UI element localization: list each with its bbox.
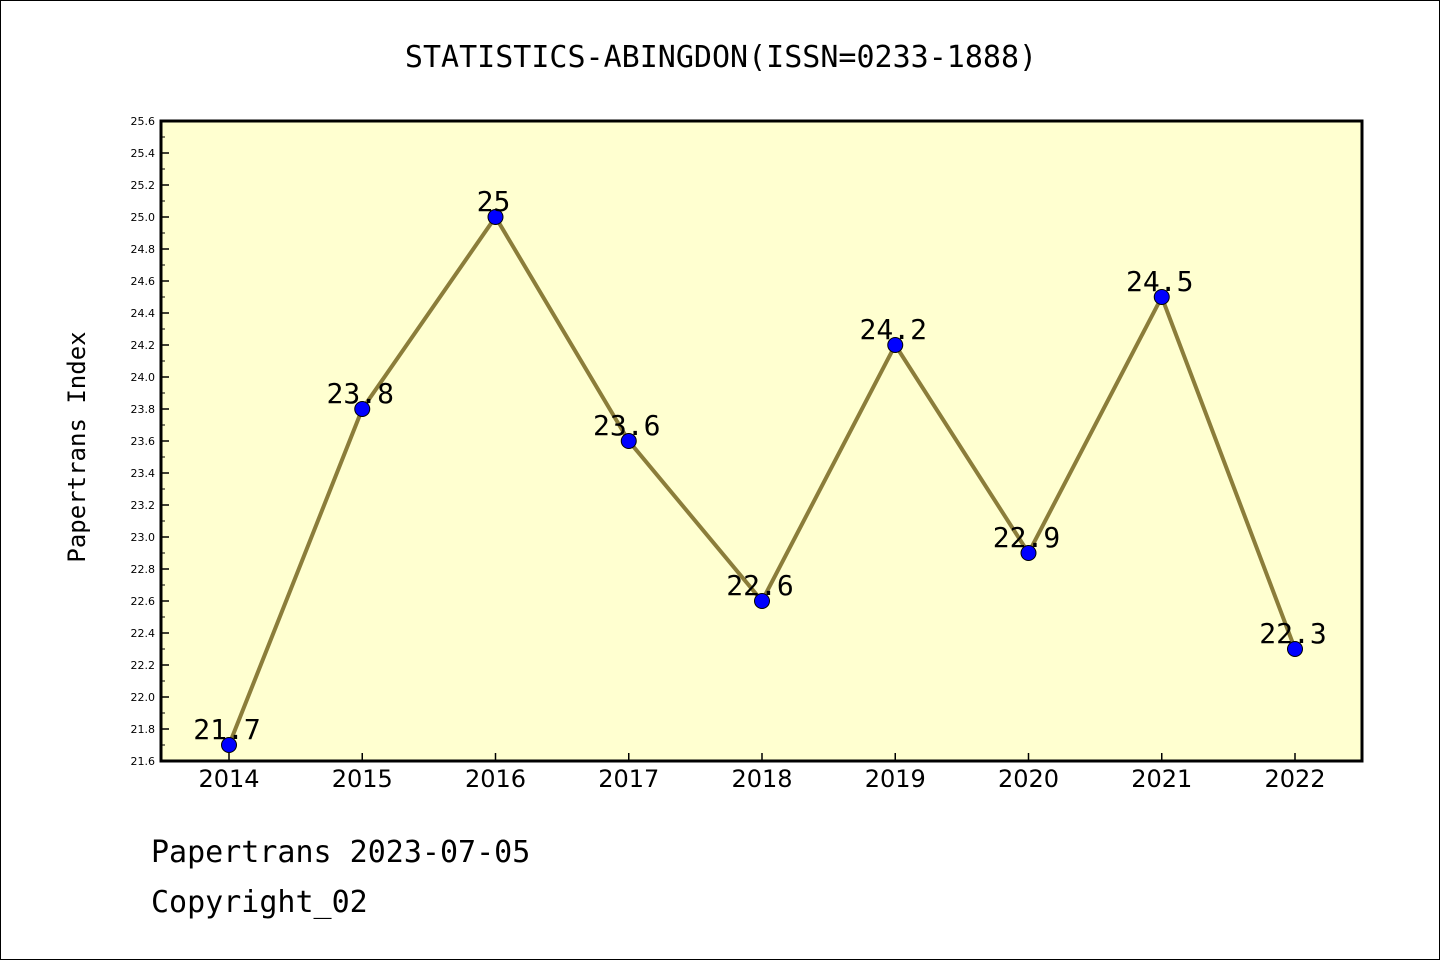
x-tick-label: 2022 bbox=[1264, 765, 1325, 793]
data-label: 24.2 bbox=[860, 313, 927, 346]
y-tick-label: 21.8 bbox=[131, 723, 156, 736]
x-tick-label: 2021 bbox=[1131, 765, 1192, 793]
data-label: 22.3 bbox=[1259, 617, 1326, 650]
data-label: 22.6 bbox=[726, 569, 793, 602]
x-axis: 2014 2015 2016 2017 2018 2019 2020 2021 2022 bbox=[198, 753, 1326, 793]
data-labels-group: 21.7 23.8 25 23.6 22.6 24.2 22.9 24.5 22.3 bbox=[193, 185, 1326, 746]
data-point bbox=[1020, 545, 1037, 561]
y-tick-label: 23.4 bbox=[131, 467, 156, 480]
y-tick-label: 24.4 bbox=[131, 307, 156, 320]
y-tick-label: 23.2 bbox=[131, 499, 156, 512]
data-point bbox=[1153, 289, 1170, 305]
x-tick-label: 2017 bbox=[598, 765, 659, 793]
chart-title: STATISTICS-ABINGDON(ISSN=0233-1888) bbox=[405, 40, 1037, 75]
footer-date: Papertrans 2023-07-05 bbox=[151, 835, 531, 870]
y-tick-label: 25.6 bbox=[131, 115, 156, 128]
data-label: 22.9 bbox=[993, 521, 1060, 554]
y-tick-label: 22.8 bbox=[131, 563, 156, 576]
x-tick-label: 2016 bbox=[465, 765, 526, 793]
x-tick-label: 2020 bbox=[998, 765, 1059, 793]
data-point bbox=[487, 209, 504, 225]
y-tick-label: 23.6 bbox=[131, 435, 156, 448]
y-axis-label: Papertrans Index bbox=[63, 331, 91, 562]
data-point bbox=[754, 593, 770, 609]
y-tick-label: 22.2 bbox=[131, 659, 156, 672]
data-point bbox=[620, 433, 637, 449]
x-tick-label: 2015 bbox=[332, 765, 393, 793]
y-tick-label: 23.8 bbox=[131, 403, 156, 416]
data-label: 23.6 bbox=[593, 409, 660, 442]
data-label: 21.7 bbox=[193, 713, 260, 746]
data-point bbox=[221, 737, 237, 753]
series-points-group bbox=[221, 209, 1303, 753]
y-tick-label: 21.6 bbox=[131, 755, 156, 768]
y-tick-label: 22.0 bbox=[131, 691, 156, 704]
y-tick-label: 25.2 bbox=[131, 179, 156, 192]
y-tick-label: 22.6 bbox=[131, 595, 156, 608]
y-axis: 21.6 21.8 22.0 22.2 22.4 22.6 22.8 23.0 23.2 23.4… bbox=[131, 115, 169, 768]
y-tick-label: 22.4 bbox=[131, 627, 156, 640]
data-label: 23.8 bbox=[327, 377, 394, 410]
data-point bbox=[1287, 641, 1303, 657]
y-tick-label: 24.0 bbox=[131, 371, 156, 384]
data-label: 25 bbox=[477, 185, 511, 218]
x-tick-label: 2014 bbox=[198, 765, 259, 793]
footer-copyright: Copyright_02 bbox=[151, 885, 368, 920]
data-point bbox=[354, 401, 371, 417]
x-tick-label: 2019 bbox=[865, 765, 926, 793]
y-tick-label: 24.6 bbox=[131, 275, 156, 288]
y-tick-label: 25.0 bbox=[131, 211, 156, 224]
data-point bbox=[887, 337, 904, 353]
x-tick-label: 2018 bbox=[731, 765, 792, 793]
y-tick-label: 23.0 bbox=[131, 531, 156, 544]
y-tick-label: 24.8 bbox=[131, 243, 156, 256]
plot-area bbox=[159, 119, 1364, 763]
y-tick-label: 25.4 bbox=[131, 147, 156, 160]
y-tick-label: 24.2 bbox=[131, 339, 156, 352]
data-label: 24.5 bbox=[1126, 265, 1193, 298]
